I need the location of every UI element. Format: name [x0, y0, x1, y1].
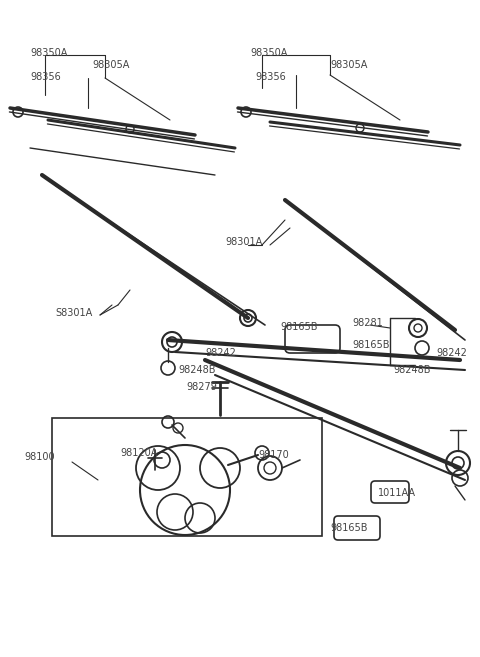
Text: 98356: 98356 [30, 72, 61, 82]
Text: 98279: 98279 [186, 382, 217, 392]
Text: 98100: 98100 [24, 452, 55, 462]
Circle shape [264, 462, 276, 474]
Bar [52, 418, 322, 536]
Text: 98350A: 98350A [30, 48, 67, 58]
Text: 1011AA: 1011AA [378, 488, 416, 498]
Text: 98356: 98356 [255, 72, 286, 82]
Text: 98242: 98242 [436, 348, 467, 358]
Text: 98242: 98242 [205, 348, 236, 358]
Text: 98120A: 98120A [120, 448, 157, 458]
Text: 98301A: 98301A [225, 237, 262, 247]
Text: 98350A: 98350A [250, 48, 288, 58]
Text: S8301A: S8301A [55, 308, 92, 318]
Text: 98165B: 98165B [280, 322, 317, 332]
Text: 98305A: 98305A [330, 60, 367, 70]
Circle shape [167, 337, 177, 347]
Text: 98165B: 98165B [330, 523, 368, 533]
Text: 98248B: 98248B [393, 365, 431, 375]
Circle shape [452, 457, 464, 469]
Text: 98165B: 98165B [352, 340, 389, 350]
Text: 98248B: 98248B [178, 365, 216, 375]
Circle shape [244, 314, 252, 322]
Text: 98305A: 98305A [92, 60, 130, 70]
Text: 98281: 98281 [352, 318, 383, 328]
Circle shape [414, 324, 422, 332]
Text: 98170: 98170 [258, 450, 289, 460]
